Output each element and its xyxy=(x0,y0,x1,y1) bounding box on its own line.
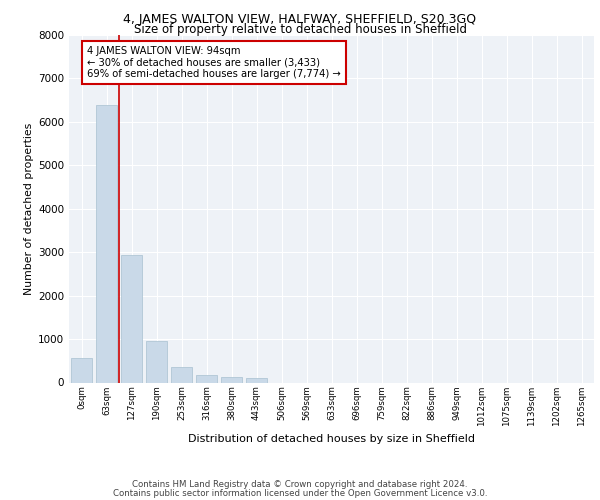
Bar xyxy=(121,255,142,382)
Bar xyxy=(71,358,92,382)
Bar xyxy=(246,378,267,382)
Text: 4 JAMES WALTON VIEW: 94sqm
← 30% of detached houses are smaller (3,433)
69% of s: 4 JAMES WALTON VIEW: 94sqm ← 30% of deta… xyxy=(87,46,341,79)
Bar xyxy=(221,377,242,382)
Bar xyxy=(171,367,192,382)
Text: Contains public sector information licensed under the Open Government Licence v3: Contains public sector information licen… xyxy=(113,488,487,498)
X-axis label: Distribution of detached houses by size in Sheffield: Distribution of detached houses by size … xyxy=(188,434,475,444)
Bar xyxy=(96,106,117,382)
Text: Contains HM Land Registry data © Crown copyright and database right 2024.: Contains HM Land Registry data © Crown c… xyxy=(132,480,468,489)
Bar xyxy=(196,375,217,382)
Text: 4, JAMES WALTON VIEW, HALFWAY, SHEFFIELD, S20 3GQ: 4, JAMES WALTON VIEW, HALFWAY, SHEFFIELD… xyxy=(124,12,476,26)
Y-axis label: Number of detached properties: Number of detached properties xyxy=(24,122,34,295)
Bar xyxy=(146,341,167,382)
Text: Size of property relative to detached houses in Sheffield: Size of property relative to detached ho… xyxy=(133,22,467,36)
